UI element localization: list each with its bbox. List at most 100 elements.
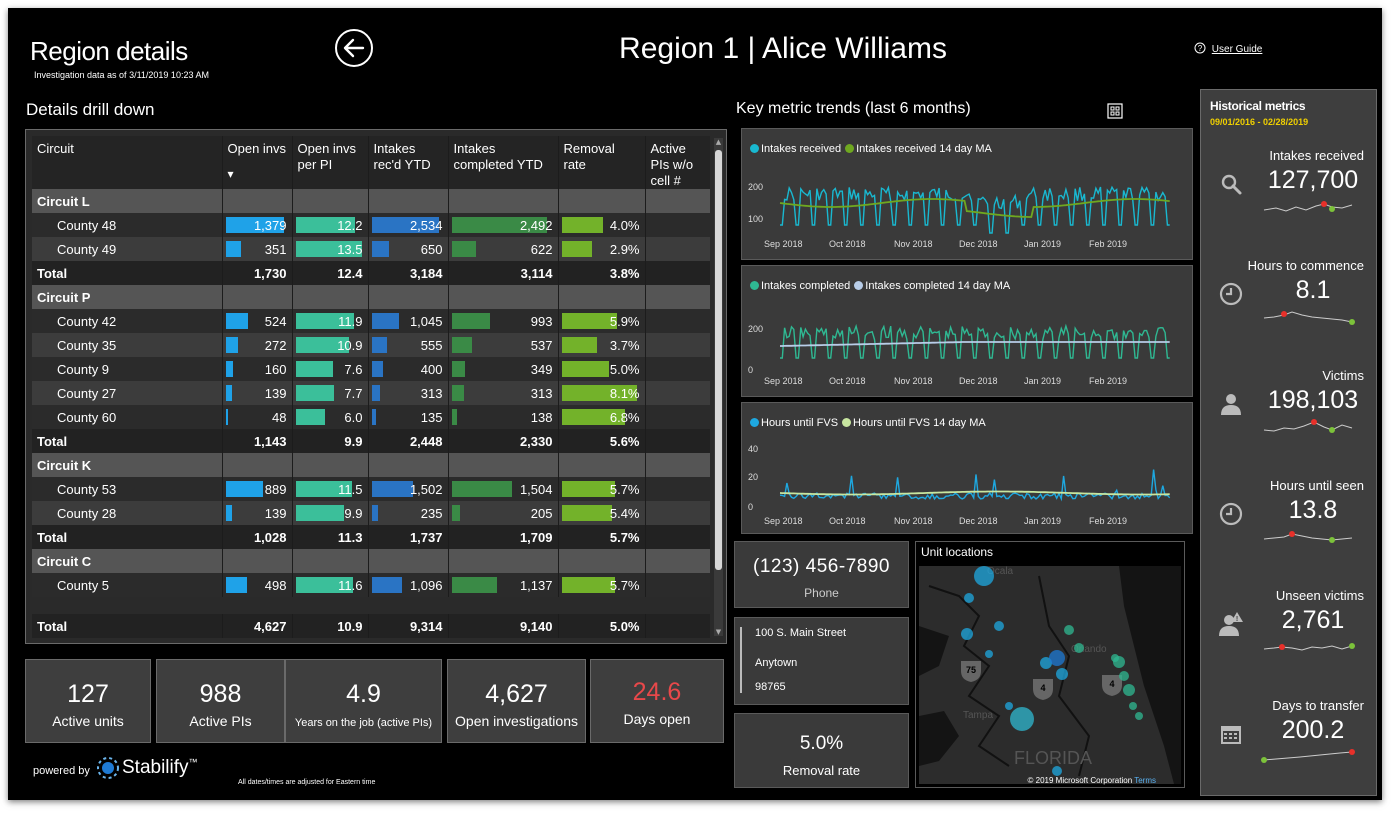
unit-location-marker[interactable] — [1119, 671, 1129, 681]
column-header-5[interactable]: Removal rate — [558, 136, 646, 189]
scroll-thumb[interactable] — [715, 150, 722, 570]
kpi-value: 24.6 — [632, 678, 682, 706]
table-row[interactable]: County 28 139 9.9 235 205 5.4% — [32, 501, 710, 525]
user-guide-label[interactable]: User Guide — [1211, 44, 1263, 55]
unit-location-marker[interactable] — [1135, 712, 1143, 720]
unit-location-marker[interactable] — [1064, 625, 1074, 635]
x-tick-label: Jan 2019 — [1024, 239, 1061, 249]
trend-line-chart[interactable]: 200 0 Sep 2018 Oct 2018 Nov 2018 Dec 2018 Jan … — [742, 266, 1192, 396]
circuit-name[interactable]: Circuit L — [32, 189, 223, 213]
table-row[interactable]: County 53 889 11.5 1,502 1,504 5.7% — [32, 477, 710, 501]
table-scroll-area[interactable]: Circuit Open invs ▾ Open invs per PI Intakes… — [32, 136, 710, 638]
circuit-name[interactable]: Circuit C — [32, 549, 223, 573]
circuit-cell-blank — [448, 453, 559, 477]
circuit-row[interactable]: Circuit P — [32, 285, 710, 309]
historical-metric[interactable]: Intakes received 127,700 — [1201, 148, 1378, 258]
map-unit-points[interactable] — [961, 566, 1143, 776]
table-row[interactable]: County 42 524 11.9 1,045 993 5.9% — [32, 309, 710, 333]
unit-location-marker[interactable] — [1111, 654, 1119, 662]
person-alert-icon: ! — [1219, 612, 1243, 636]
historical-metric-value: 127,700 — [1267, 166, 1359, 194]
sort-desc-icon[interactable]: ▾ — [227, 167, 234, 181]
trend-line-chart[interactable]: 40 20 0 Sep 2018 Oct 2018 Nov 2018 Dec 2018 Jan… — [742, 403, 1192, 533]
data-bar-rem — [561, 313, 617, 329]
column-header-1[interactable]: Open invs ▾ — [222, 136, 293, 189]
clock-icon — [1219, 502, 1243, 526]
trend-line-chart[interactable]: 200 100 Sep 2018 Oct 2018 Nov 2018 Dec 2018 Ja… — [742, 129, 1192, 259]
table-scrollbar[interactable]: ▲ ▼ — [714, 138, 723, 636]
column-header-2[interactable]: Open invs per PI — [292, 136, 369, 189]
legend-label[interactable]: Hours until FVS 14 day MA — [853, 417, 986, 429]
cell-open: 1,028 — [222, 525, 293, 549]
cell-perpi: 11.5 — [292, 477, 369, 501]
table-row[interactable]: County 60 48 6.0 135 138 6.8% — [32, 405, 710, 429]
unit-location-marker[interactable] — [994, 621, 1004, 631]
circuit-cell-blank — [292, 189, 369, 213]
subtotal-row[interactable]: Total 1,143 9.9 2,448 2,330 5.6% — [32, 429, 710, 453]
legend-label[interactable]: Intakes completed — [761, 280, 851, 292]
focus-mode-icon[interactable] — [1107, 103, 1123, 123]
cell-open: 1,379 — [222, 213, 293, 237]
legend-label[interactable]: Intakes completed 14 day MA — [865, 280, 1011, 292]
back-button[interactable] — [334, 28, 374, 68]
map-place-label: FLORIDA — [1014, 748, 1092, 768]
legend-label[interactable]: Hours until FVS — [761, 417, 839, 429]
unit-location-marker[interactable] — [1056, 668, 1068, 680]
column-header-3[interactable]: Intakes rec'd YTD — [368, 136, 449, 189]
address-city: Anytown — [755, 657, 798, 669]
column-header-6[interactable]: Active PIs w/o cell # — [645, 136, 710, 189]
unit-location-marker[interactable] — [985, 650, 993, 658]
table-row[interactable]: County 5 498 11.6 1,096 1,137 5.7% — [32, 573, 710, 597]
table-row[interactable]: County 27 139 7.7 313 313 8.1% — [32, 381, 710, 405]
legend-label[interactable]: Intakes received — [761, 143, 842, 155]
scroll-up-icon[interactable]: ▲ — [715, 138, 722, 146]
unit-location-marker[interactable] — [1123, 684, 1135, 696]
unit-location-marker[interactable] — [1005, 702, 1013, 710]
unit-location-marker[interactable] — [1052, 766, 1062, 776]
subtotal-row[interactable]: Total 1,028 11.3 1,737 1,709 5.7% — [32, 525, 710, 549]
subtotal-row[interactable]: Total 1,730 12.4 3,184 3,114 3.8% — [32, 261, 710, 285]
column-header-4[interactable]: Intakes completed YTD — [448, 136, 559, 189]
circuit-cell-blank — [368, 189, 449, 213]
unit-location-marker[interactable] — [961, 628, 973, 640]
cell-value: 235 — [420, 505, 443, 521]
cell-value: 13.5 — [337, 241, 363, 257]
unit-location-marker[interactable] — [1049, 650, 1065, 666]
legend-label[interactable]: Intakes received 14 day MA — [856, 143, 992, 155]
data-bar-rem — [561, 385, 637, 401]
highway-number: 4 — [1040, 683, 1045, 693]
column-header-0[interactable]: Circuit — [32, 136, 223, 189]
table-row[interactable]: County 35 272 10.9 555 537 3.7% — [32, 333, 710, 357]
historical-metric[interactable]: Hours to commence 8.1 — [1201, 258, 1378, 368]
phone-number[interactable]: (123) 456-7890 — [753, 556, 890, 577]
circuit-row[interactable]: Circuit L — [32, 189, 710, 213]
unit-location-marker[interactable] — [1010, 707, 1034, 731]
table-row[interactable]: County 9 160 7.6 400 349 5.0% — [32, 357, 710, 381]
map-terms-link[interactable]: Terms — [1134, 776, 1156, 785]
unit-location-marker[interactable] — [974, 566, 994, 586]
unit-location-marker[interactable] — [1040, 657, 1052, 669]
circuit-row[interactable]: Circuit C — [32, 549, 710, 573]
circuit-row[interactable]: Circuit K — [32, 453, 710, 477]
cell-active-pis — [645, 405, 710, 429]
historical-metric[interactable]: Hours until seen 13.8 — [1201, 478, 1378, 588]
scroll-down-icon[interactable]: ▼ — [715, 628, 722, 636]
chart-legend: Hours until FVS Hours until FVS 14 day MA — [750, 417, 990, 429]
unit-location-marker[interactable] — [1129, 702, 1137, 710]
kpi-label: Open investigations — [455, 713, 578, 729]
unit-location-marker[interactable] — [1074, 643, 1084, 653]
historical-metric[interactable]: Days to transfer 200.2 — [1201, 698, 1378, 808]
historical-metric[interactable]: Victims 198,103 — [1201, 368, 1378, 478]
table-row[interactable]: County 49 351 13.5 650 622 2.9% — [32, 237, 710, 261]
circuit-name[interactable]: Circuit K — [32, 453, 223, 477]
historical-metric[interactable]: Unseen victims 2,761 ! — [1201, 588, 1378, 698]
cell-value: 2,330 — [519, 433, 553, 449]
cell-value: 650 — [420, 241, 443, 257]
highway-shield-icon: 75 — [961, 661, 981, 682]
table-row[interactable]: County 48 1,379 12.2 2,534 2,492 4.0% — [32, 213, 710, 237]
unit-location-marker[interactable] — [964, 593, 974, 603]
unit-locations-map[interactable]: Ocala Orlando Tampa FLORIDA 75 4 4 — [919, 566, 1181, 784]
cell-value: 48 — [272, 409, 287, 425]
user-guide-link[interactable]: ? User Guide — [1194, 42, 1262, 55]
circuit-name[interactable]: Circuit P — [32, 285, 223, 309]
